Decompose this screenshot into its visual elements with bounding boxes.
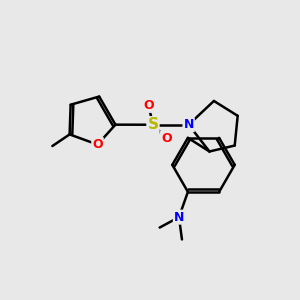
Text: N: N xyxy=(174,211,184,224)
Text: N: N xyxy=(184,118,194,131)
Text: O: O xyxy=(161,132,172,145)
Text: O: O xyxy=(143,99,154,112)
Text: O: O xyxy=(92,138,103,151)
Text: S: S xyxy=(148,117,158,132)
